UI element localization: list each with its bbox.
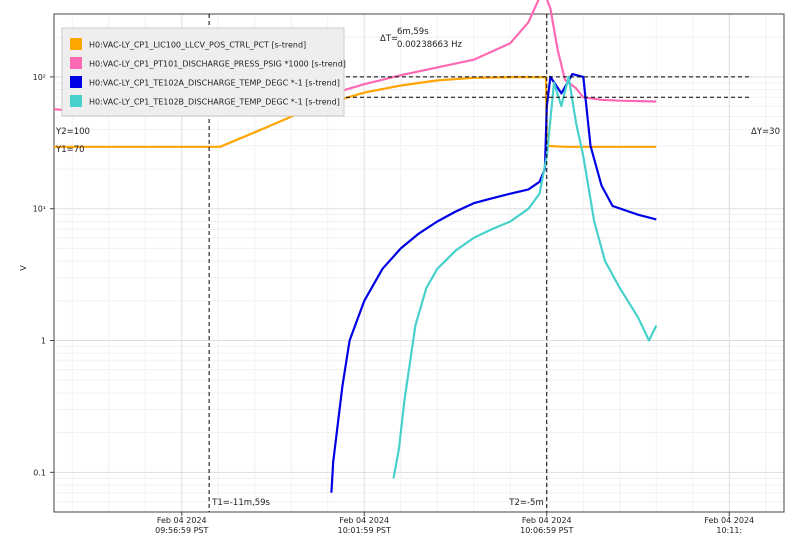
legend-swatch: [70, 38, 82, 50]
delta-t-frequency: 0.00238663 Hz: [397, 40, 462, 50]
y-tick-label: 10¹: [33, 205, 46, 214]
plot-frame: [53, 13, 785, 513]
delta-t-label: ΔT=: [380, 34, 398, 44]
x-tick-label-time: 09:56:59 PST: [155, 526, 208, 535]
y-axis: 10² 10¹ 1 0.1: [33, 73, 54, 477]
series-line-2: [330, 72, 657, 493]
x-tick-label-date: Feb 04 2024: [339, 516, 389, 525]
x-tick-label-date: Feb 04 2024: [522, 516, 572, 525]
delta-t-value: 6m,59s: [397, 27, 429, 37]
legend-label: H0:VAC-LY_CP1_PT101_DISCHARGE_PRESS_PSIG…: [89, 60, 346, 69]
cursor-t2-label: T2=-5m: [508, 498, 543, 508]
legend-label: H0:VAC-LY_CP1_TE102A_DISCHARGE_TEMP_DEGC…: [89, 79, 340, 88]
legend-items: H0:VAC-LY_CP1_LIC100_LLCV_POS_CTRL_PCT […: [70, 38, 346, 107]
annotations: ΔT= 6m,59s 0.00238663 Hz ΔY=30 Y2=100 Y1…: [55, 27, 780, 508]
delta-y-label: ΔY=30: [751, 127, 780, 137]
y-tick-label: 0.1: [33, 468, 46, 477]
legend-swatch: [70, 57, 82, 69]
cursor-t1-label: T1=-11m,59s: [211, 498, 270, 508]
y-axis-label: V: [19, 265, 28, 271]
legend-swatch: [70, 76, 82, 88]
cursor-y1-label: Y1=70: [55, 145, 85, 155]
cursor-y2-label: Y2=100: [55, 127, 90, 137]
legend-box: [61, 27, 345, 117]
x-tick-label-time: 10:11:: [716, 526, 742, 535]
x-tick-label-date: Feb 04 2024: [704, 516, 754, 525]
series-line-3: [392, 75, 658, 479]
x-tick-label-date: Feb 04 2024: [157, 516, 207, 525]
y-tick-label: 1: [41, 337, 46, 346]
legend[interactable]: H0:VAC-LY_CP1_LIC100_LLCV_POS_CTRL_PCT […: [61, 27, 346, 117]
cursor-layer: [94, 14, 752, 512]
legend-swatch: [70, 95, 82, 107]
series-line-0: [54, 76, 657, 148]
grid: [54, 13, 784, 513]
x-tick-label-time: 10:01:59 PST: [338, 526, 391, 535]
x-tick-label-time: 10:06:59 PST: [520, 526, 573, 535]
legend-label: H0:VAC-LY_CP1_TE102B_DISCHARGE_TEMP_DEGC…: [89, 98, 340, 107]
y-tick-label: 10²: [33, 73, 46, 82]
legend-label: H0:VAC-LY_CP1_LIC100_LLCV_POS_CTRL_PCT […: [89, 41, 306, 50]
